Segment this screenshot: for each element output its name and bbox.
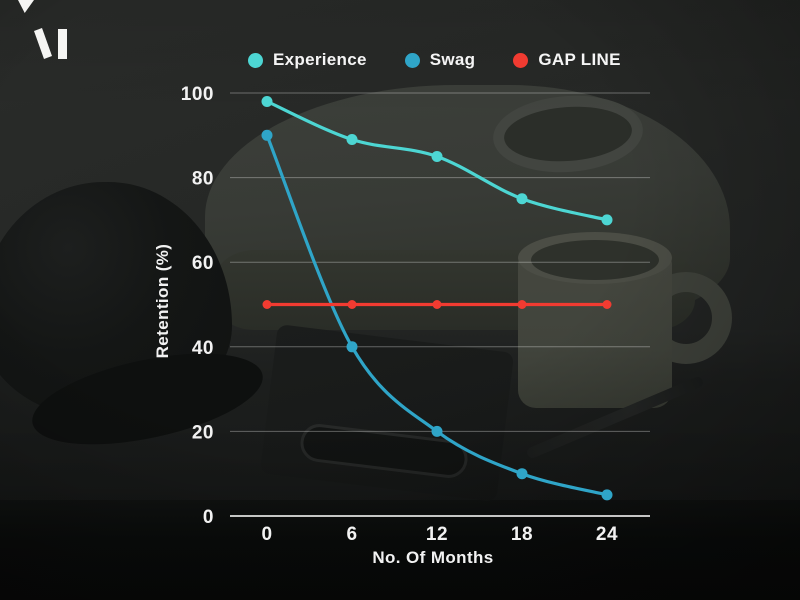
y-axis-title: Retention (%) <box>153 243 172 359</box>
gap-line-dot-icon <box>513 52 529 68</box>
legend-label: GAP LINE <box>538 50 621 69</box>
brand-logo-icon <box>34 28 67 59</box>
swag-dot-icon <box>404 52 420 68</box>
x-axis-title: No. Of Months <box>372 548 494 567</box>
legend-item-gap-line: GAP LINE <box>513 50 620 70</box>
legend-item-experience: Experience <box>248 50 367 70</box>
legend-label: Swag <box>429 50 476 69</box>
chart-legend: Experience Swag GAP LINE <box>248 50 621 70</box>
legend-item-swag: Swag <box>404 50 476 70</box>
legend-label: Experience <box>273 50 367 69</box>
experience-dot-icon <box>248 52 263 68</box>
